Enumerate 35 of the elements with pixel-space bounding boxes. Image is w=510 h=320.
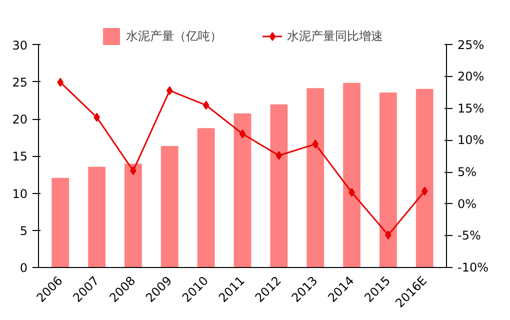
y2-tick-label: 20% bbox=[458, 70, 484, 84]
y-tick-label: 0 bbox=[20, 261, 28, 275]
bar bbox=[88, 166, 106, 268]
bar bbox=[416, 88, 434, 268]
y-tick-label: 10 bbox=[12, 186, 28, 201]
bar bbox=[234, 113, 252, 268]
y2-tick-label: 0% bbox=[458, 196, 477, 211]
legend-label: 水泥产量同比增速 bbox=[287, 28, 383, 44]
bar bbox=[52, 178, 70, 268]
bar bbox=[343, 82, 360, 268]
point bbox=[57, 78, 64, 87]
bar bbox=[270, 104, 288, 268]
point bbox=[312, 140, 319, 149]
y2-tick-label: 5% bbox=[458, 165, 477, 180]
y-tick-label: 25 bbox=[12, 75, 28, 90]
bar bbox=[306, 88, 324, 268]
y2-tick-label: 15% bbox=[458, 101, 484, 116]
bar bbox=[124, 164, 142, 268]
bar bbox=[160, 146, 178, 268]
y2-tick-label: -10% bbox=[458, 260, 489, 274]
point bbox=[202, 100, 210, 110]
y-tick-label: 5 bbox=[20, 224, 28, 238]
legend-label: 水泥产量（亿吨） bbox=[126, 28, 222, 44]
point bbox=[239, 129, 246, 138]
y-tick-label: 15 bbox=[12, 150, 28, 164]
y2-tick-label: 25% bbox=[458, 38, 484, 52]
point bbox=[421, 186, 428, 196]
point bbox=[276, 151, 282, 160]
y-tick-label: 30 bbox=[12, 38, 28, 52]
bar bbox=[380, 92, 397, 268]
y2-tick-label: -5% bbox=[458, 228, 481, 243]
bar bbox=[197, 128, 215, 268]
y2-tick-label: 10% bbox=[458, 133, 484, 148]
point bbox=[166, 86, 173, 96]
y-tick-label: 20 bbox=[12, 112, 28, 127]
